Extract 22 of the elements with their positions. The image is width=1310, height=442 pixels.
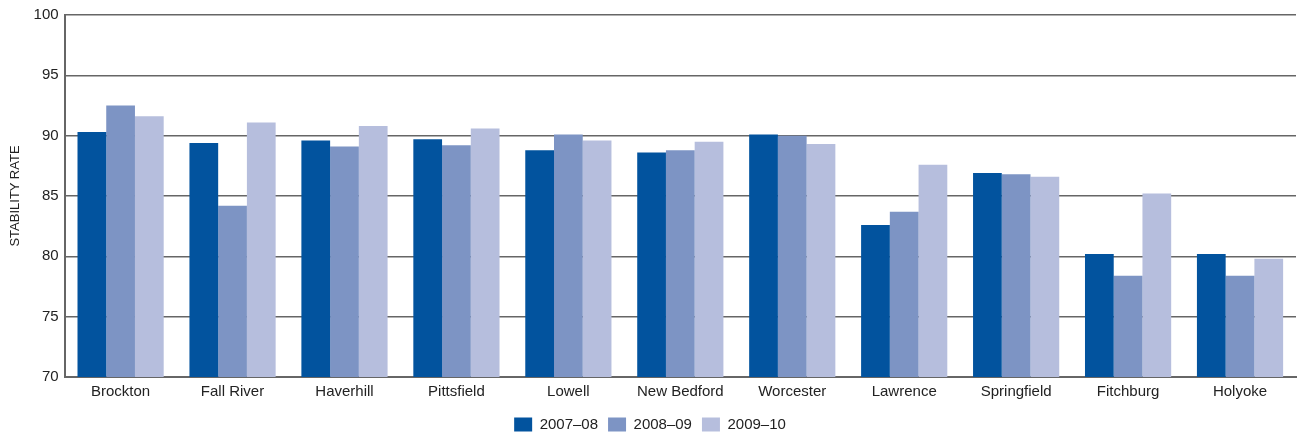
x-tick-label: New Bedford: [636, 382, 724, 400]
x-tick-label: Fall River: [200, 382, 265, 400]
legend-label: 2009–10: [727, 414, 786, 432]
legend-label: 2008–09: [633, 414, 692, 432]
legend-label: 2007–08: [539, 414, 599, 432]
y-tick-label: 70: [41, 367, 59, 385]
x-tick-label: Brockton: [91, 382, 151, 400]
x-tick-label: Lowell: [547, 382, 590, 400]
y-axis-title: STABILITY RATE: [7, 145, 23, 247]
x-tick-label: Holyoke: [1212, 382, 1268, 400]
y-tick-label: 100: [33, 5, 59, 23]
y-tick-label: 80: [41, 246, 59, 264]
x-tick-label: Haverhill: [315, 382, 374, 400]
y-tick-label: 90: [41, 125, 59, 143]
x-tick-label: Fitchburg: [1096, 382, 1160, 400]
x-tick-label: Lawrence: [871, 382, 937, 400]
y-tick-label: 85: [41, 186, 59, 204]
x-tick-label: Springfield: [980, 382, 1052, 400]
y-tick-label: 95: [41, 65, 59, 83]
y-tick-label: 75: [41, 306, 59, 324]
x-tick-label: Worcester: [758, 382, 827, 400]
x-tick-label: Pittsfield: [428, 382, 485, 400]
